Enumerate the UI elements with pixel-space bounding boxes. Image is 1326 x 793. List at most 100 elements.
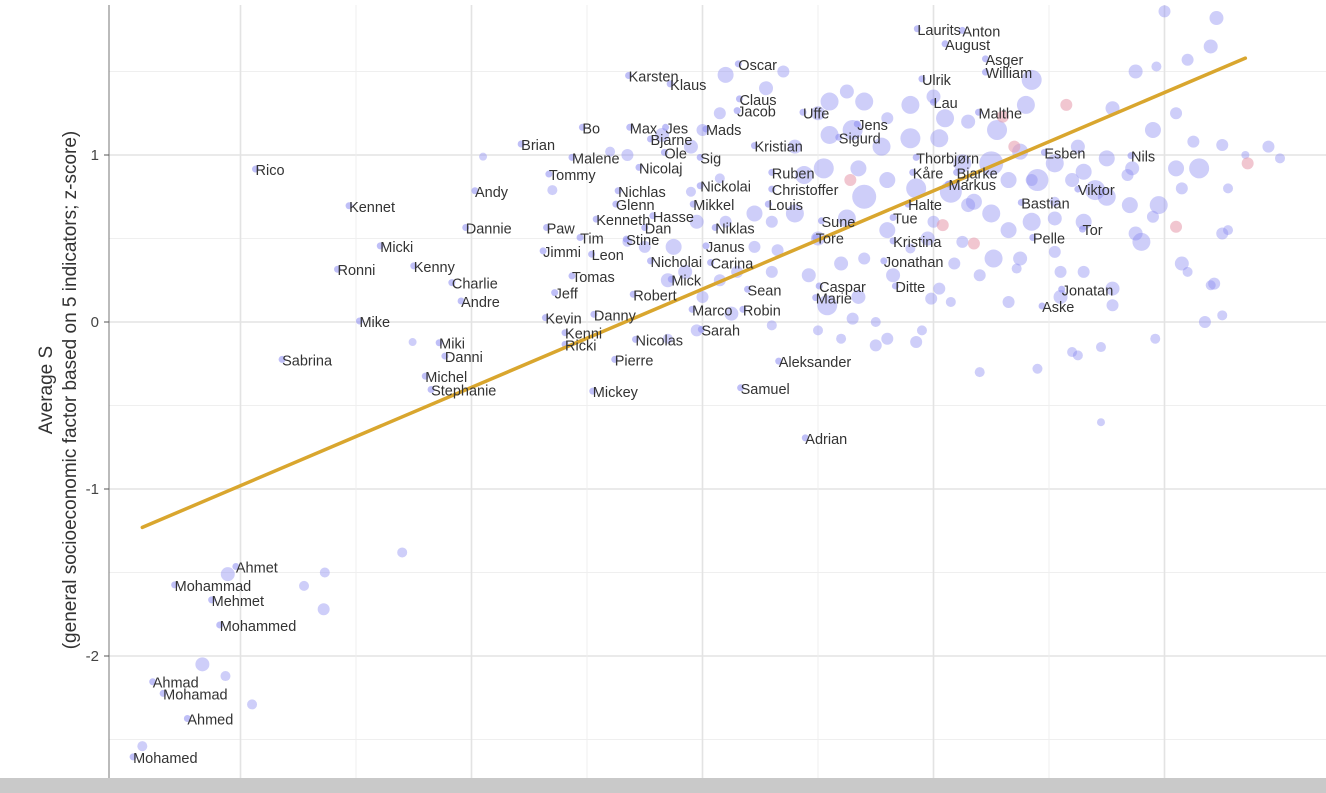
data-point [655,127,670,142]
point-label: Max [630,121,658,137]
data-point [137,741,148,752]
label-anchor-point [649,212,657,220]
grid-lines [109,5,1326,778]
point-label: Robin [743,303,781,319]
label-anchor-point [543,223,551,231]
data-point [817,295,838,316]
data-point [621,149,634,161]
data-point [1065,173,1080,188]
data-point [195,657,210,672]
point-label: Jacob [737,105,776,121]
label-anchor-point [448,279,456,287]
label-anchor-point [913,25,921,33]
point-label: Kristina [893,235,942,251]
data-point [852,184,877,209]
label-anchor-point [733,107,741,115]
label-anchor-point [635,163,643,171]
point-label: Kennet [349,200,395,216]
label-anchor-point [545,170,553,178]
point-label: Ahmed [187,712,233,728]
label-anchor-point [835,133,843,141]
label-anchor-point [975,108,983,116]
label-anchor-point [812,294,820,302]
data-point [900,128,921,149]
point-label: Mehmet [212,594,264,610]
data-point [746,205,763,222]
y-tick-label: 1 [91,147,99,164]
point-label: Leon [592,248,624,264]
data-point [974,367,985,378]
data-point [982,204,1001,223]
data-point [905,243,916,254]
point-label: Pelle [1033,232,1065,248]
point-label: August [945,38,990,54]
data-point [846,312,859,325]
label-anchor-point [632,335,640,343]
label-anchor-point [129,753,137,761]
point-label: Esben [1044,146,1085,162]
data-point [1070,139,1085,154]
label-anchor-point [441,352,449,360]
data-point [1125,161,1140,176]
data-point [858,252,871,265]
point-label: Kåre [913,166,944,182]
data-point [1223,225,1234,236]
data-point [748,240,761,253]
label-anchor-point [801,434,809,442]
data-point [1151,61,1162,72]
point-label: Mohammed [220,619,297,635]
point-label: Dannie [466,221,512,237]
label-anchor-point [611,355,619,363]
point-label: Kevin [545,312,581,328]
data-point [1045,154,1064,173]
data-point [1013,251,1028,266]
point-label: Miki [439,337,465,353]
data-point [1026,169,1049,192]
point-label: Sune [821,215,855,231]
label-anchor-point [641,223,649,231]
label-anchor-point [1029,234,1037,242]
point-label: Tor [1082,223,1102,239]
point-label: Jens [857,118,888,134]
trend-line [140,56,1248,530]
point-label: Tommy [549,168,596,184]
point-label: Claus [739,93,776,109]
point-label: Halte [908,198,942,214]
label-anchor-point [149,678,157,686]
point-label: Carina [711,257,755,273]
data-point [1121,197,1138,214]
y-tick-label: 0 [91,314,99,331]
data-point [961,198,976,213]
point-label: Mohamad [163,687,227,703]
point-label: Mohammad [175,579,252,595]
data-point [1217,310,1228,321]
data-point [724,306,739,321]
data-point [1095,342,1106,353]
point-label: Robert [633,288,677,304]
label-anchor-point [278,355,286,363]
label-anchor-point [688,305,696,313]
data-point [319,567,330,578]
label-anchor-point [614,187,622,195]
point-label: Dan [645,221,672,237]
point-label: Anton [962,24,1000,40]
data-point [777,65,790,78]
label-anchor-point [707,259,715,267]
data-point [881,112,894,125]
data-point [719,215,732,228]
point-label: Sean [748,283,782,299]
data-point [662,333,673,344]
point-label: Nickolai [700,180,751,196]
label-anchor-point [737,384,745,392]
label-anchor-point [612,200,620,208]
point-label: Pierre [615,353,654,369]
data-point [1203,39,1218,54]
data-point [953,154,972,173]
data-point [785,204,804,223]
label-anchor-point [588,250,596,258]
point-label: Jeff [555,287,579,303]
label-anchor-point [909,168,917,176]
label-anchor-point [958,26,966,34]
point-label: Charlie [452,277,498,293]
label-anchor-point [421,372,429,380]
